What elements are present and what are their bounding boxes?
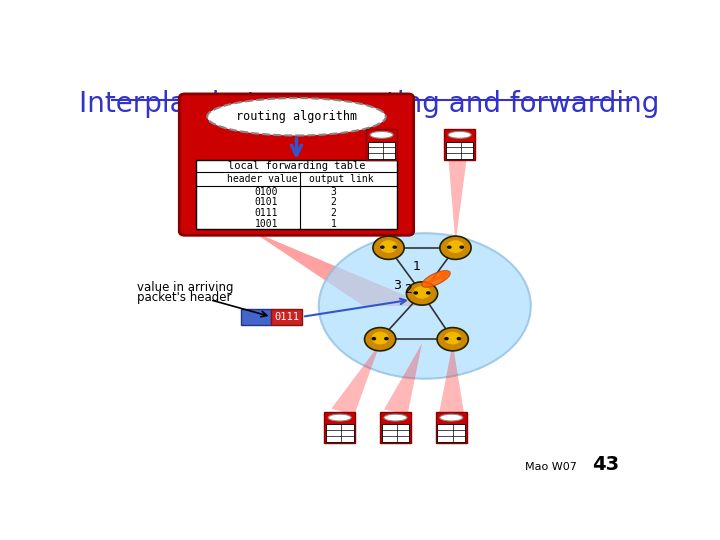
Circle shape	[459, 245, 464, 249]
Circle shape	[372, 337, 377, 340]
Text: 0100: 0100	[255, 186, 278, 197]
Ellipse shape	[422, 271, 450, 287]
Text: 1: 1	[330, 219, 336, 228]
Circle shape	[380, 240, 397, 253]
FancyBboxPatch shape	[366, 129, 397, 160]
Text: 3: 3	[393, 279, 401, 292]
Circle shape	[384, 337, 389, 340]
Polygon shape	[439, 343, 464, 412]
Circle shape	[373, 236, 404, 259]
Circle shape	[426, 291, 431, 295]
Text: routing algorithm: routing algorithm	[236, 110, 357, 123]
Polygon shape	[368, 129, 392, 244]
Text: 43: 43	[593, 455, 619, 474]
FancyBboxPatch shape	[324, 412, 355, 443]
Text: 1: 1	[413, 260, 420, 273]
Text: 0111: 0111	[274, 312, 300, 322]
Text: value in arriving: value in arriving	[138, 281, 234, 294]
Circle shape	[413, 286, 431, 299]
Text: header value: header value	[227, 174, 297, 184]
FancyBboxPatch shape	[444, 129, 475, 160]
Text: 1001: 1001	[255, 219, 278, 228]
Circle shape	[440, 236, 471, 259]
Text: output link: output link	[310, 174, 374, 184]
FancyBboxPatch shape	[382, 424, 409, 442]
FancyBboxPatch shape	[271, 309, 302, 325]
Polygon shape	[252, 231, 431, 306]
FancyBboxPatch shape	[196, 160, 397, 229]
FancyBboxPatch shape	[368, 141, 395, 159]
Polygon shape	[446, 129, 471, 244]
Ellipse shape	[440, 414, 463, 421]
FancyBboxPatch shape	[438, 424, 465, 442]
Ellipse shape	[448, 131, 471, 138]
Text: packet's header: packet's header	[138, 291, 232, 304]
Circle shape	[447, 245, 451, 249]
Circle shape	[392, 245, 397, 249]
Text: 2: 2	[330, 197, 336, 207]
Circle shape	[413, 291, 418, 295]
FancyBboxPatch shape	[326, 424, 354, 442]
FancyBboxPatch shape	[446, 141, 474, 159]
Ellipse shape	[328, 414, 351, 421]
Text: 0101: 0101	[255, 197, 278, 207]
Text: Mao W07: Mao W07	[526, 462, 577, 472]
Polygon shape	[384, 343, 422, 415]
Circle shape	[444, 337, 449, 340]
Text: local forwarding table: local forwarding table	[228, 161, 365, 171]
Polygon shape	[331, 343, 380, 415]
FancyBboxPatch shape	[380, 412, 411, 443]
Ellipse shape	[319, 233, 531, 379]
Text: 0111: 0111	[255, 208, 278, 218]
Circle shape	[406, 282, 438, 305]
Ellipse shape	[384, 414, 407, 421]
Circle shape	[456, 337, 462, 340]
FancyBboxPatch shape	[436, 412, 467, 443]
Circle shape	[447, 240, 464, 253]
FancyBboxPatch shape	[179, 94, 414, 235]
Ellipse shape	[207, 98, 386, 136]
Circle shape	[437, 328, 468, 351]
Text: 2: 2	[404, 283, 412, 296]
FancyArrowPatch shape	[430, 273, 447, 282]
Ellipse shape	[370, 131, 393, 138]
Circle shape	[380, 245, 384, 249]
FancyBboxPatch shape	[240, 309, 271, 325]
Text: 3: 3	[330, 186, 336, 197]
Circle shape	[364, 328, 396, 351]
Circle shape	[444, 332, 462, 345]
Text: 2: 2	[330, 208, 336, 218]
Text: Interplay between routing and forwarding: Interplay between routing and forwarding	[78, 90, 660, 118]
Circle shape	[372, 332, 389, 345]
